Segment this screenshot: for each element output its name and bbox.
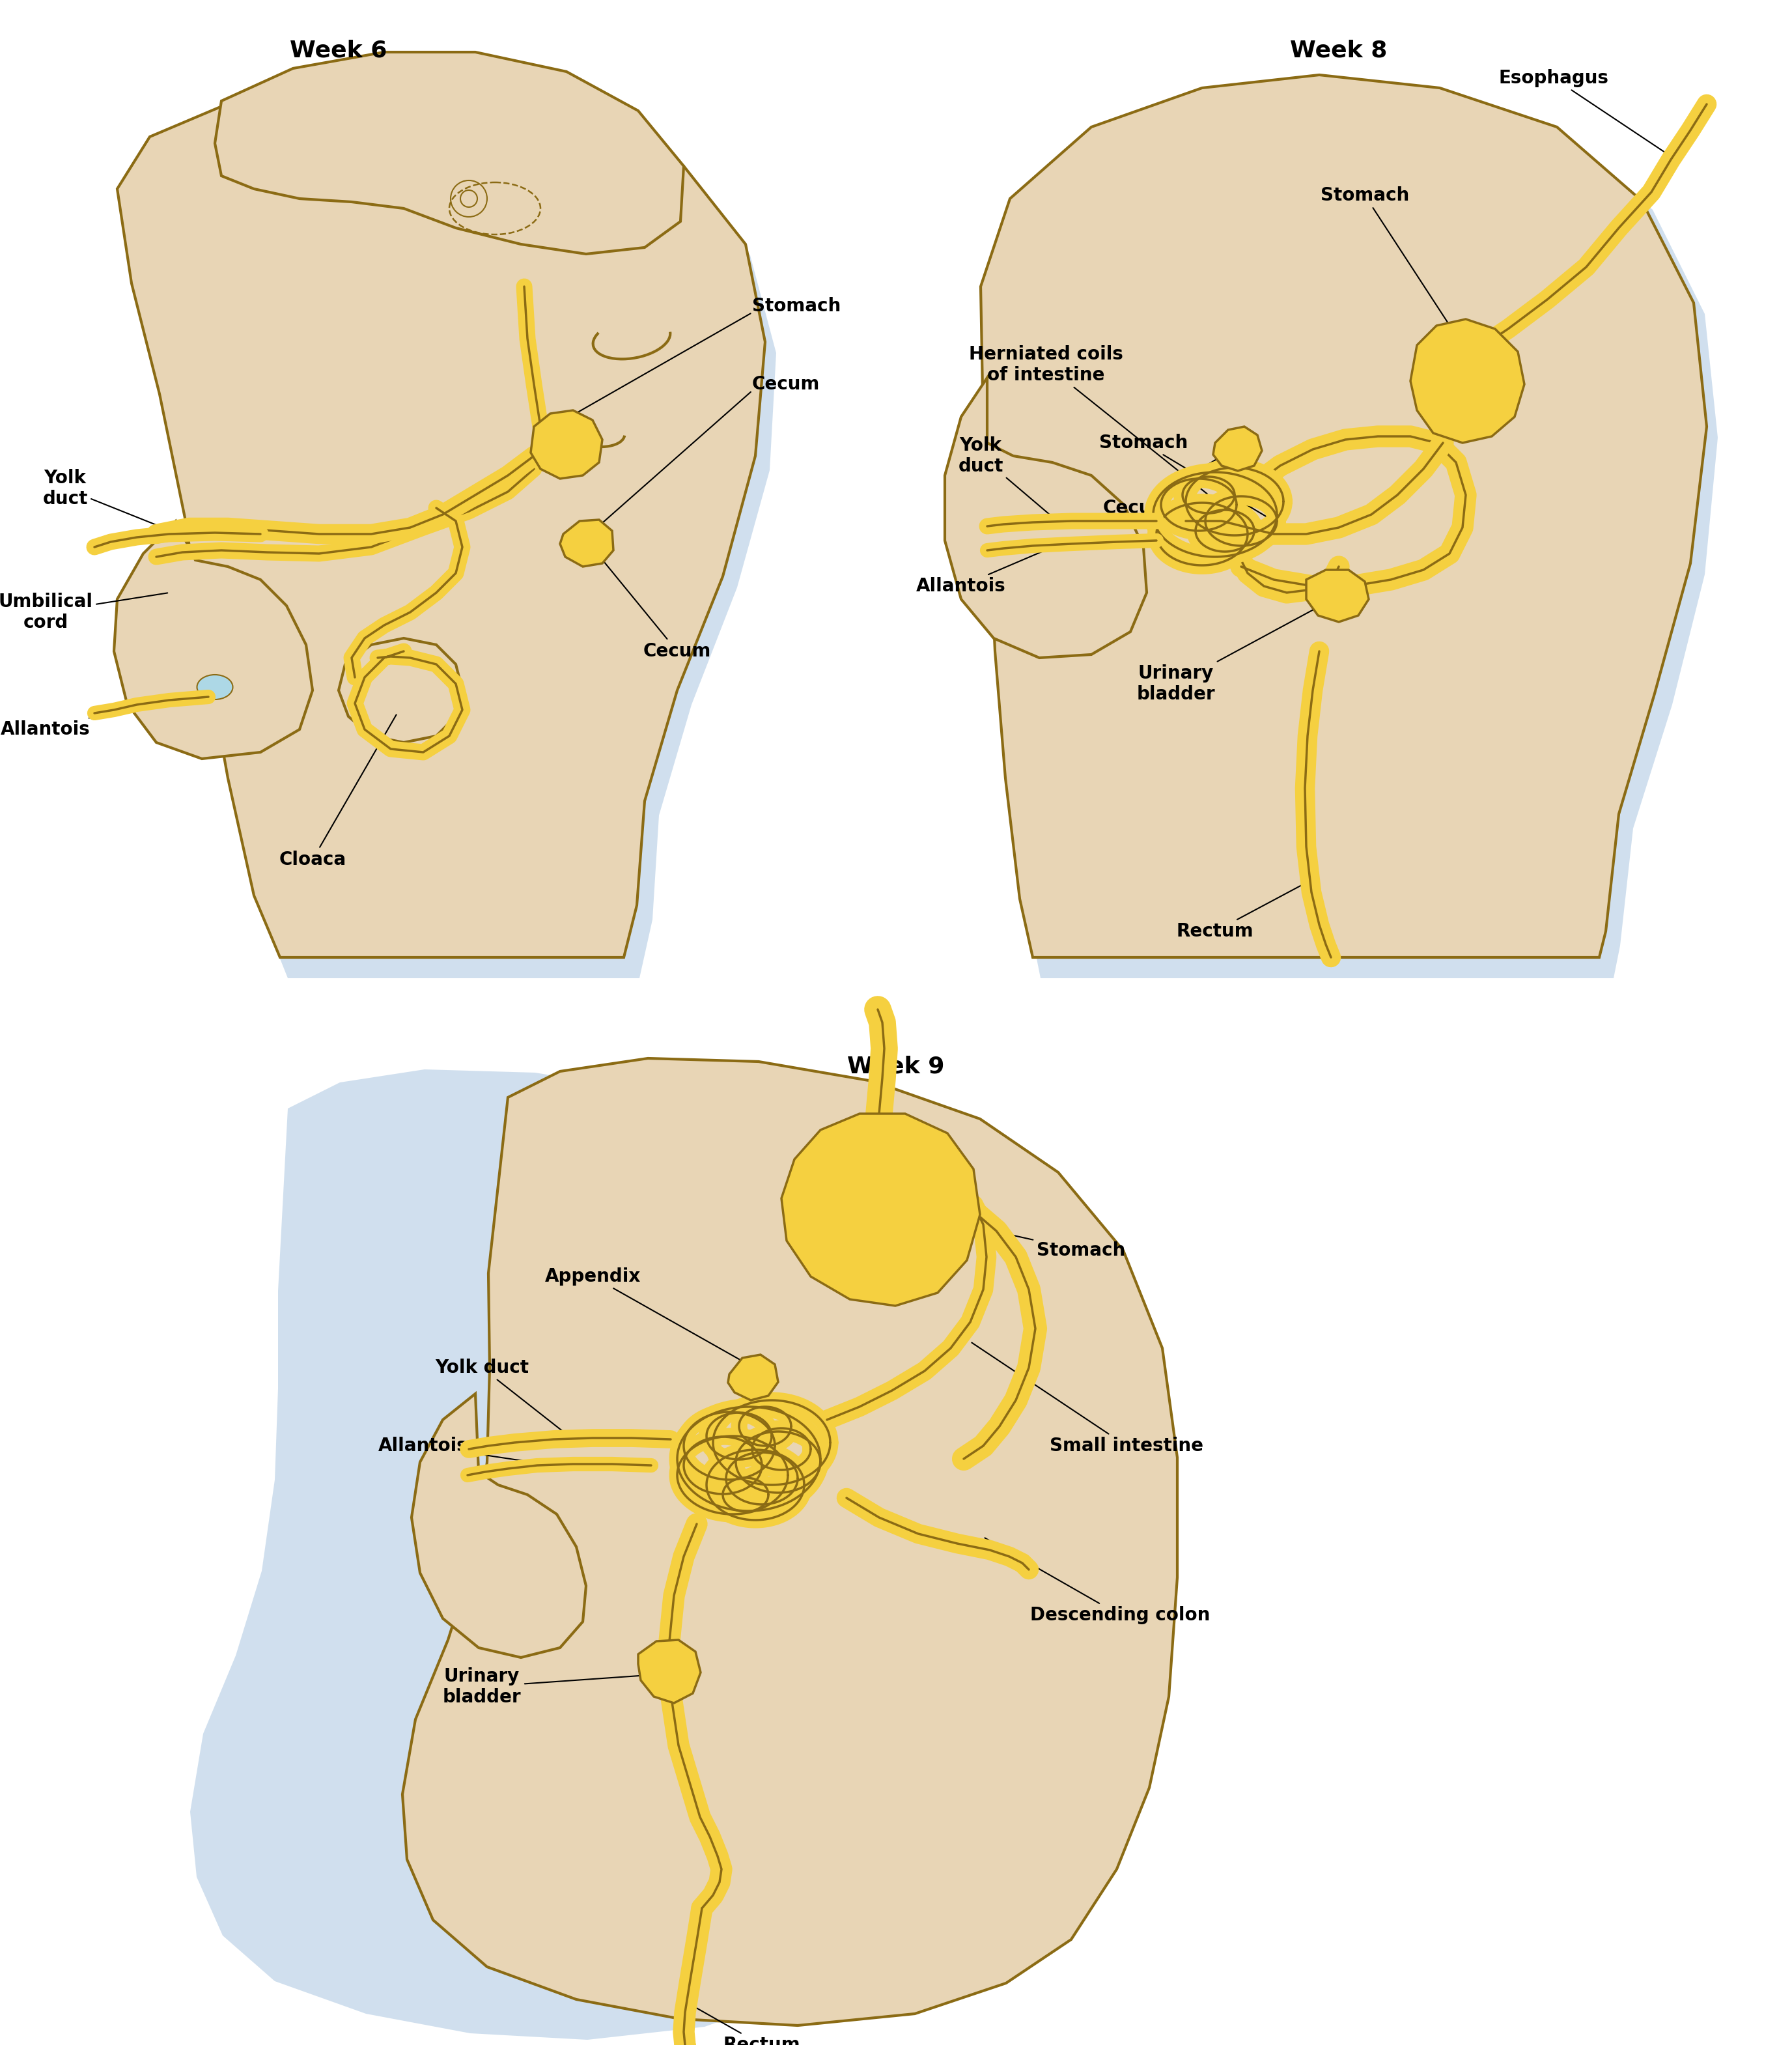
Text: Allantois: Allantois [378,1438,552,1464]
Text: Cecum: Cecum [753,374,821,393]
Text: Allantois: Allantois [0,703,149,738]
Text: Stomach: Stomach [1098,434,1272,519]
Polygon shape [989,86,1719,978]
Text: Stomach: Stomach [753,297,840,315]
Polygon shape [1306,571,1369,622]
Polygon shape [530,411,602,479]
Polygon shape [116,82,765,957]
Text: Yolk
duct: Yolk duct [43,468,181,534]
Ellipse shape [197,675,233,699]
Text: Stomach: Stomach [1321,186,1462,344]
Polygon shape [115,521,312,759]
Polygon shape [339,638,462,742]
Text: Rectum: Rectum [1176,879,1312,941]
Polygon shape [215,51,685,254]
Polygon shape [944,378,1147,658]
Polygon shape [125,92,776,978]
Text: Esophagus: Esophagus [1498,70,1670,155]
Text: Umbilical
cord: Umbilical cord [0,593,167,632]
Text: Week 6: Week 6 [290,39,387,61]
Polygon shape [403,1059,1177,2025]
Polygon shape [980,76,1706,957]
Text: Cloaca: Cloaca [280,714,396,869]
Polygon shape [412,1395,586,1658]
Polygon shape [638,1640,701,1703]
Text: Urinary
bladder: Urinary bladder [1136,597,1337,703]
Polygon shape [781,1115,980,1307]
Text: Stomach: Stomach [907,1213,1125,1260]
Text: Yolk
duct: Yolk duct [959,436,1057,521]
Polygon shape [1213,427,1262,470]
Text: Small intestine: Small intestine [971,1344,1204,1454]
Text: Allantois: Allantois [916,546,1057,595]
Polygon shape [1410,319,1525,444]
Text: Cecum: Cecum [590,546,711,661]
Text: Yolk duct: Yolk duct [435,1358,572,1438]
Text: Appendix: Appendix [545,1268,753,1366]
Text: Urinary
bladder: Urinary bladder [443,1667,665,1706]
Polygon shape [190,1070,966,2039]
Text: Herniated coils
of intestine: Herniated coils of intestine [969,346,1208,493]
Polygon shape [559,519,613,566]
Text: Cecum: Cecum [1102,448,1236,517]
Text: Week 9: Week 9 [848,1055,944,1078]
Text: Week 8: Week 8 [1290,39,1387,61]
Text: Descending colon: Descending colon [986,1538,1210,1624]
Text: Rectum: Rectum [695,2006,801,2045]
Polygon shape [728,1354,778,1401]
